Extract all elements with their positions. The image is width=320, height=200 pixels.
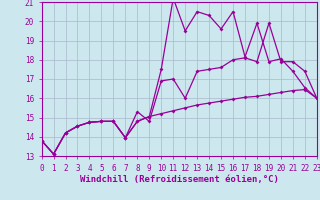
X-axis label: Windchill (Refroidissement éolien,°C): Windchill (Refroidissement éolien,°C)	[80, 175, 279, 184]
